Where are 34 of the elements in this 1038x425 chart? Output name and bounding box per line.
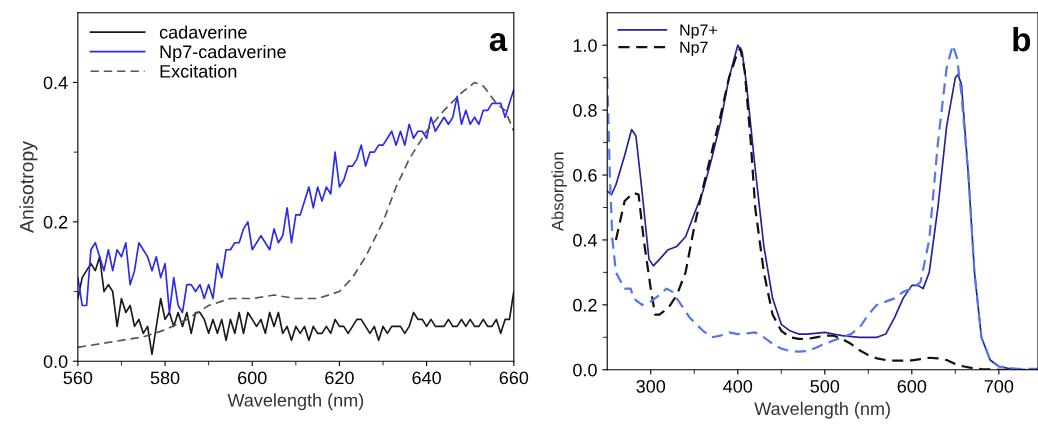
x-axis-title: Wavelength (nm) (754, 401, 890, 419)
x-tick-label: 560 (63, 371, 93, 385)
annotation: a (489, 32, 508, 52)
x-tick-label: 500 (810, 379, 840, 393)
annotation: b (1013, 27, 1031, 52)
y-tick-label: 0.6 (573, 168, 597, 182)
legend-label: Excitation (160, 64, 237, 78)
y-tick-label: 0.4 (43, 76, 68, 90)
y-tick-label: 0.0 (43, 355, 68, 368)
x-tick-label: 300 (636, 379, 666, 393)
legend-label: Np7-cadaverine (160, 44, 286, 62)
x-tick-label: 400 (723, 379, 753, 393)
legend-label: cadaverine (159, 25, 247, 39)
x-tick-label: 700 (984, 379, 1014, 393)
x-tick-label: 600 (238, 371, 267, 385)
y-axis-title: Absorption (551, 152, 567, 232)
x-tick-label: 580 (150, 371, 180, 385)
legend-label: Np7 (680, 41, 708, 57)
y-tick-label: 0.2 (43, 215, 68, 229)
x-axis-title: Wavelength (nm) (227, 393, 364, 411)
line-series (77, 255, 514, 356)
y-tick-label: 0.8 (573, 104, 597, 117)
x-tick-label: 660 (499, 371, 529, 385)
line-series (77, 81, 514, 349)
y-tick-label: 0.4 (573, 233, 597, 247)
y-tick-label: 1.0 (573, 39, 597, 52)
x-tick-label: 600 (897, 379, 927, 393)
y-tick-label: 0.0 (573, 363, 597, 377)
y-axis-title: Anisotropy (19, 141, 38, 233)
line-series (77, 88, 514, 314)
legend-label: Np7+ (680, 24, 717, 39)
x-tick-label: 620 (325, 371, 354, 385)
y-tick-label: 0.2 (573, 298, 597, 312)
x-tick-label: 640 (412, 371, 441, 385)
